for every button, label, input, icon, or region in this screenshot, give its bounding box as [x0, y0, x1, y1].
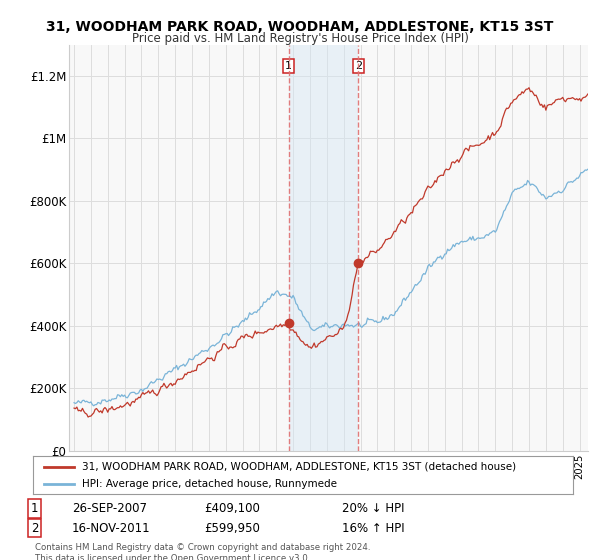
Text: 26-SEP-2007: 26-SEP-2007: [72, 502, 147, 515]
Text: £599,950: £599,950: [204, 521, 260, 535]
Text: £409,100: £409,100: [204, 502, 260, 515]
Text: 31, WOODHAM PARK ROAD, WOODHAM, ADDLESTONE, KT15 3ST: 31, WOODHAM PARK ROAD, WOODHAM, ADDLESTO…: [46, 20, 554, 34]
Text: 16-NOV-2011: 16-NOV-2011: [72, 521, 151, 535]
Bar: [289, 45, 358, 451]
Text: 2: 2: [31, 521, 38, 535]
Text: 31, WOODHAM PARK ROAD, WOODHAM, ADDLESTONE, KT15 3ST (detached house): 31, WOODHAM PARK ROAD, WOODHAM, ADDLESTO…: [82, 461, 516, 472]
Text: 20% ↓ HPI: 20% ↓ HPI: [342, 502, 404, 515]
Text: 1: 1: [31, 502, 38, 515]
Text: 16% ↑ HPI: 16% ↑ HPI: [342, 521, 404, 535]
Text: Contains HM Land Registry data © Crown copyright and database right 2024.
This d: Contains HM Land Registry data © Crown c…: [35, 543, 370, 560]
Text: HPI: Average price, detached house, Runnymede: HPI: Average price, detached house, Runn…: [82, 479, 337, 489]
Text: 1: 1: [285, 61, 292, 71]
Text: Price paid vs. HM Land Registry's House Price Index (HPI): Price paid vs. HM Land Registry's House …: [131, 32, 469, 45]
Text: 2: 2: [355, 61, 362, 71]
